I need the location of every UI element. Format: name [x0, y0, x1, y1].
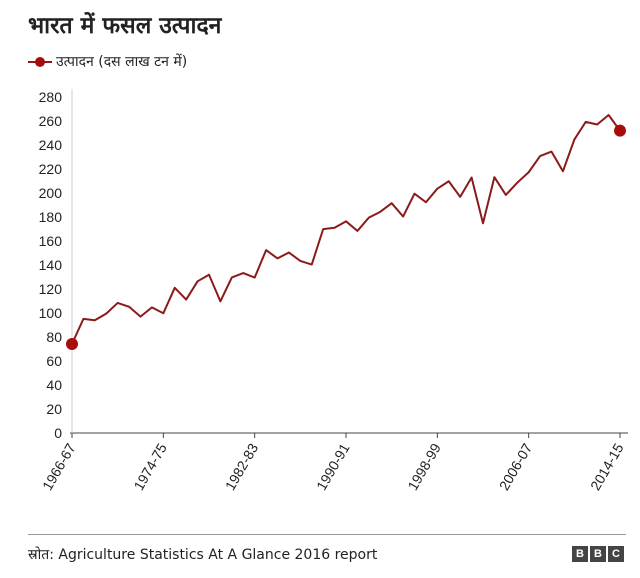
- y-tick-label: 180: [39, 209, 63, 225]
- legend: उत्पादन (दस लाख टन में): [28, 52, 187, 71]
- y-tick-label: 240: [39, 137, 63, 153]
- series-line: [71, 114, 621, 345]
- y-tick-label: 0: [54, 425, 62, 441]
- y-tick-label: 20: [46, 401, 62, 417]
- x-tick-label: 1982-83: [222, 440, 262, 493]
- y-tick-label: 200: [39, 185, 63, 201]
- x-tick-label: 1966-67: [39, 440, 79, 493]
- legend-marker-icon: [28, 56, 52, 67]
- x-tick-label: 1974-75: [130, 440, 170, 493]
- footer-divider: [28, 534, 626, 535]
- y-tick-label: 220: [39, 161, 63, 177]
- bbc-logo: B B C: [572, 546, 624, 562]
- x-tick-label: 2014-15: [587, 440, 627, 493]
- chart-title: भारत में फसल उत्पादन: [28, 13, 222, 39]
- y-tick-label: 120: [39, 281, 63, 297]
- y-tick-label: 80: [46, 329, 62, 345]
- x-tick-label: 1998-99: [404, 440, 444, 493]
- y-tick-label: 160: [39, 233, 63, 249]
- logo-letter: C: [608, 546, 624, 562]
- y-tick-label: 260: [39, 113, 63, 129]
- end-point-marker: [614, 124, 626, 137]
- y-tick-label: 140: [39, 257, 63, 273]
- end-point-marker: [66, 337, 78, 350]
- y-tick-label: 280: [39, 89, 63, 105]
- logo-letter: B: [590, 546, 606, 562]
- y-tick-label: 40: [46, 377, 62, 393]
- y-tick-label: 60: [46, 353, 62, 369]
- legend-label: उत्पादन (दस लाख टन में): [56, 54, 188, 70]
- x-tick-label: 2006-07: [496, 440, 536, 493]
- source-note: स्रोत: Agriculture Statistics At A Glanc…: [28, 547, 378, 563]
- y-tick-label: 100: [39, 305, 63, 321]
- logo-letter: B: [572, 546, 588, 562]
- line-chart: 0 20 40 60 80 100 120 140 160 180 200 220 240 260 280 1…: [39, 89, 628, 493]
- x-tick-label: 1990-91: [313, 440, 353, 493]
